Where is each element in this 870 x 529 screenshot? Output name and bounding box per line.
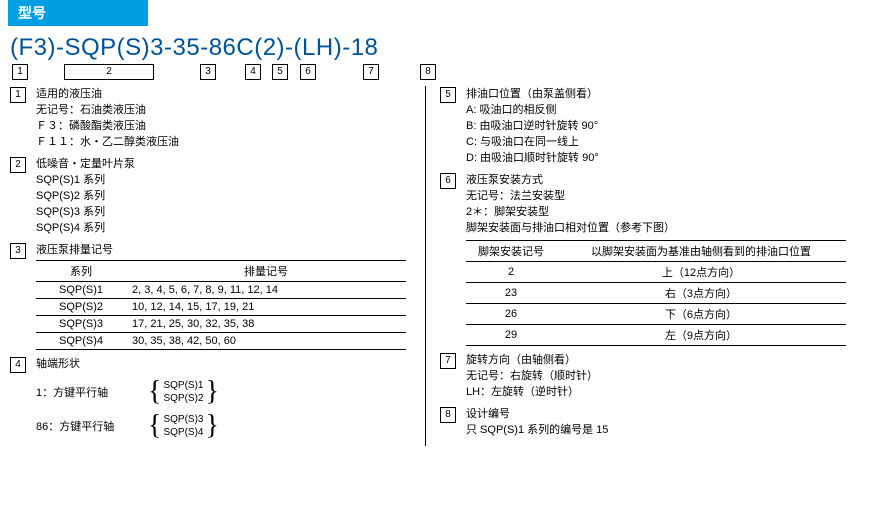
- section-6-line-2: 2＊：脚架安装型: [466, 204, 840, 220]
- disp-r4-codes: 30, 35, 38, 42, 50, 60: [126, 333, 406, 350]
- label-3: 3: [200, 64, 216, 80]
- mount-r3-pos: 下（6点方向）: [556, 304, 846, 325]
- label-4: 4: [245, 64, 261, 80]
- mount-r2-pos: 右（3点方向）: [556, 283, 846, 304]
- right-column: 5 排油口位置（由泵盖侧看） A: 吸油口的相反侧 B: 由吸油口逆时针旋转 9…: [425, 86, 840, 446]
- shaft-row-2-b: SQP(S)4: [163, 427, 203, 438]
- section-1-num: 1: [10, 87, 26, 103]
- mount-header-code: 脚架安装记号: [466, 241, 556, 262]
- disp-r1-series: SQP(S)1: [36, 282, 126, 299]
- section-8-title: 设计编号: [466, 406, 840, 422]
- mount-r1-pos: 上（12点方向）: [556, 262, 846, 283]
- section-5-title: 排油口位置（由泵盖侧看）: [466, 86, 840, 102]
- section-4-title: 轴端形状: [36, 356, 425, 372]
- brace-right-icon-2: }: [203, 412, 220, 440]
- mount-table: 脚架安装记号 以脚架安装面为基准由轴侧看到的排油口位置 2 上（12点方向） 2…: [466, 240, 846, 346]
- disp-header-code: 排量记号: [126, 261, 406, 282]
- section-3: 3 液压泵排量记号 系列 排量记号 SQP(S)1 2, 3, 4, 5, 6,…: [10, 242, 425, 350]
- section-5-line-1: A: 吸油口的相反侧: [466, 102, 840, 118]
- shaft-row-2-a: SQP(S)3: [163, 414, 203, 425]
- label-6: 6: [300, 64, 316, 80]
- section-1-line-2: Ｆ３：磷酸酯类液压油: [36, 118, 425, 134]
- section-2-num: 2: [10, 157, 26, 173]
- columns: 1 适用的液压油 无记号：石油类液压油 Ｆ３：磷酸酯类液压油 Ｆ１１：水・乙二醇…: [0, 86, 870, 446]
- section-8-num: 8: [440, 407, 456, 423]
- shaft-row-2-label: 86：方键平行轴: [36, 418, 146, 434]
- section-1: 1 适用的液压油 无记号：石油类液压油 Ｆ３：磷酸酯类液压油 Ｆ１１：水・乙二醇…: [10, 86, 425, 150]
- section-7: 7 旋转方向（由轴侧看） 无记号：右旋转（顺时针） LH：左旋转（逆时针）: [440, 352, 840, 400]
- section-3-title: 液压泵排量记号: [36, 242, 425, 258]
- label-8: 8: [420, 64, 436, 80]
- mount-r4-pos: 左（9点方向）: [556, 325, 846, 346]
- section-1-line-1: 无记号：石油类液压油: [36, 102, 425, 118]
- section-5-line-2: B: 由吸油口逆时针旋转 90°: [466, 118, 840, 134]
- mount-r1-code: 2: [466, 262, 556, 283]
- section-2: 2 低噪音・定量叶片泵 SQP(S)1 系列 SQP(S)2 系列 SQP(S)…: [10, 156, 425, 236]
- disp-header-series: 系列: [36, 261, 126, 282]
- section-6-line-3: 脚架安装面与排油口相对位置（参考下图）: [466, 220, 840, 236]
- shaft-row-1-label: 1：方键平行轴: [36, 384, 146, 400]
- displacement-table: 系列 排量记号 SQP(S)1 2, 3, 4, 5, 6, 7, 8, 9, …: [36, 260, 406, 350]
- label-1: 1: [12, 64, 28, 80]
- section-4: 4 轴端形状 1：方键平行轴 { SQP(S)1 SQP(S)2 } 86：方键…: [10, 356, 425, 440]
- brace-left-icon: {: [146, 378, 163, 406]
- section-6-line-1: 无记号：法兰安装型: [466, 188, 840, 204]
- section-3-num: 3: [10, 243, 26, 259]
- shaft-row-1-content: SQP(S)1 SQP(S)2: [163, 379, 203, 405]
- section-5-line-4: D: 由吸油口顺时针旋转 90°: [466, 150, 840, 166]
- section-2-line-3: SQP(S)3 系列: [36, 204, 425, 220]
- section-1-line-3: Ｆ１１：水・乙二醇类液压油: [36, 134, 425, 150]
- mount-r2-code: 23: [466, 283, 556, 304]
- label-2: 2: [64, 64, 154, 80]
- section-6-num: 6: [440, 173, 456, 189]
- section-7-line-2: LH：左旋转（逆时针）: [466, 384, 840, 400]
- section-7-line-1: 无记号：右旋转（顺时针）: [466, 368, 840, 384]
- disp-r1-codes: 2, 3, 4, 5, 6, 7, 8, 9, 11, 12, 14: [126, 282, 406, 299]
- section-6-title: 液压泵安装方式: [466, 172, 840, 188]
- section-2-line-4: SQP(S)4 系列: [36, 220, 425, 236]
- model-code: (F3)-SQP(S)3-35-86C(2)-(LH)-18: [0, 26, 870, 64]
- section-2-line-1: SQP(S)1 系列: [36, 172, 425, 188]
- disp-r4-series: SQP(S)4: [36, 333, 126, 350]
- section-1-title: 适用的液压油: [36, 86, 425, 102]
- model-label-row: 1 2 3 4 5 6 7 8: [0, 64, 870, 86]
- shaft-row-2: 86：方键平行轴 { SQP(S)3 SQP(S)4 }: [36, 412, 425, 440]
- header-bar: 型号: [8, 0, 148, 26]
- section-2-line-2: SQP(S)2 系列: [36, 188, 425, 204]
- section-6: 6 液压泵安装方式 无记号：法兰安装型 2＊：脚架安装型 脚架安装面与排油口相对…: [440, 172, 840, 346]
- disp-r3-series: SQP(S)3: [36, 316, 126, 333]
- shaft-row-2-content: SQP(S)3 SQP(S)4: [163, 413, 203, 439]
- brace-left-icon-2: {: [146, 412, 163, 440]
- disp-r2-codes: 10, 12, 14, 15, 17, 19, 21: [126, 299, 406, 316]
- shaft-row-1: 1：方键平行轴 { SQP(S)1 SQP(S)2 }: [36, 378, 425, 406]
- section-7-num: 7: [440, 353, 456, 369]
- label-7: 7: [363, 64, 379, 80]
- section-5: 5 排油口位置（由泵盖侧看） A: 吸油口的相反侧 B: 由吸油口逆时针旋转 9…: [440, 86, 840, 166]
- section-7-title: 旋转方向（由轴侧看）: [466, 352, 840, 368]
- section-5-line-3: C: 与吸油口在同一线上: [466, 134, 840, 150]
- section-2-title: 低噪音・定量叶片泵: [36, 156, 425, 172]
- section-4-num: 4: [10, 357, 26, 373]
- section-8: 8 设计编号 只 SQP(S)1 系列的编号是 15: [440, 406, 840, 438]
- section-8-line-1: 只 SQP(S)1 系列的编号是 15: [466, 422, 840, 438]
- shaft-row-1-a: SQP(S)1: [163, 380, 203, 391]
- shaft-row-1-b: SQP(S)2: [163, 393, 203, 404]
- label-5: 5: [272, 64, 288, 80]
- left-column: 1 适用的液压油 无记号：石油类液压油 Ｆ３：磷酸酯类液压油 Ｆ１１：水・乙二醇…: [10, 86, 425, 446]
- section-5-num: 5: [440, 87, 456, 103]
- brace-right-icon: }: [203, 378, 220, 406]
- disp-r2-series: SQP(S)2: [36, 299, 126, 316]
- mount-r4-code: 29: [466, 325, 556, 346]
- disp-r3-codes: 17, 21, 25, 30, 32, 35, 38: [126, 316, 406, 333]
- mount-r3-code: 26: [466, 304, 556, 325]
- mount-header-pos: 以脚架安装面为基准由轴侧看到的排油口位置: [556, 241, 846, 262]
